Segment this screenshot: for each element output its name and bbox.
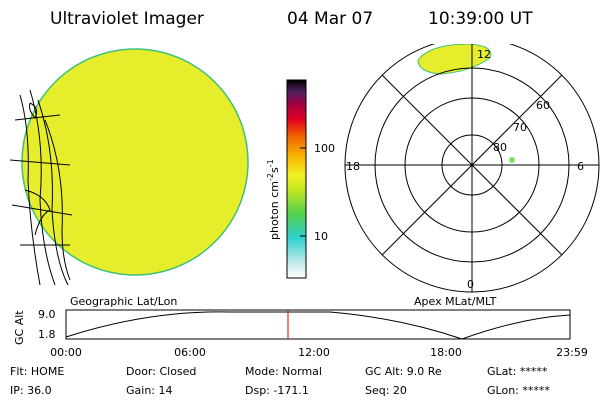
altitude-label: GC Alt xyxy=(13,310,26,345)
coastlines xyxy=(9,89,73,286)
status-field: GC Alt: 9.0 Re xyxy=(365,365,442,378)
status-field: IP: 36.0 xyxy=(10,384,52,397)
x-tick-label: 06:00 xyxy=(174,346,206,359)
status-field: Dsp: -171.1 xyxy=(245,384,309,397)
mlt-label: 18 xyxy=(346,160,360,173)
date: 04 Mar 07 xyxy=(287,9,373,29)
colorbar-label: photon cm-2s-1 xyxy=(266,159,281,240)
status-panel: Flt: HOME Door: Closed Mode: Normal GC Alt:… xyxy=(10,365,550,397)
mlt-label: 6 xyxy=(577,160,584,173)
polar-grid xyxy=(344,44,600,293)
auroral-oval xyxy=(417,44,492,75)
mlt-label: 12 xyxy=(477,48,491,61)
altitude-curve xyxy=(65,311,571,340)
lat-label: 70 xyxy=(513,121,527,134)
polar-plot xyxy=(344,44,600,293)
x-tick-label: 18:00 xyxy=(430,346,462,359)
panel-label: Geographic Lat/Lon xyxy=(70,295,177,308)
colorbar-tick-label: 10 xyxy=(314,230,328,243)
mlt-label: 0 xyxy=(467,278,474,291)
spot xyxy=(509,157,515,163)
status-field: GLat: ***** xyxy=(487,365,548,378)
exponent: -2 xyxy=(266,173,275,181)
status-field: Seq: 20 xyxy=(365,384,407,397)
lat-label: 80 xyxy=(493,141,507,154)
status-field: Gain: 14 xyxy=(126,384,173,397)
image-disk xyxy=(9,48,249,286)
x-tick-label: 23:59 xyxy=(556,346,588,359)
time: 10:39:00 UT xyxy=(428,9,533,29)
lat-label: 60 xyxy=(536,99,550,112)
unit: s xyxy=(268,167,281,173)
title: Ultraviolet Imager xyxy=(50,9,204,29)
y-tick-label: 1.8 xyxy=(38,328,56,341)
status-field: Flt: HOME xyxy=(10,365,64,378)
disk xyxy=(21,48,249,276)
panel-label: Apex MLat/MLT xyxy=(414,295,497,308)
colorbar xyxy=(286,79,307,279)
y-tick-label: 9.0 xyxy=(38,308,56,321)
exponent: -1 xyxy=(266,159,275,167)
x-tick-label: 12:00 xyxy=(298,346,330,359)
altitude-frame xyxy=(65,309,571,340)
unit: photon cm xyxy=(268,181,281,240)
colorbar-tick-label: 100 xyxy=(314,142,335,155)
status-field: Door: Closed xyxy=(126,365,196,378)
x-tick-label: 00:00 xyxy=(50,346,82,359)
status-field: Mode: Normal xyxy=(245,365,322,378)
status-field: GLon: ***** xyxy=(487,384,550,397)
